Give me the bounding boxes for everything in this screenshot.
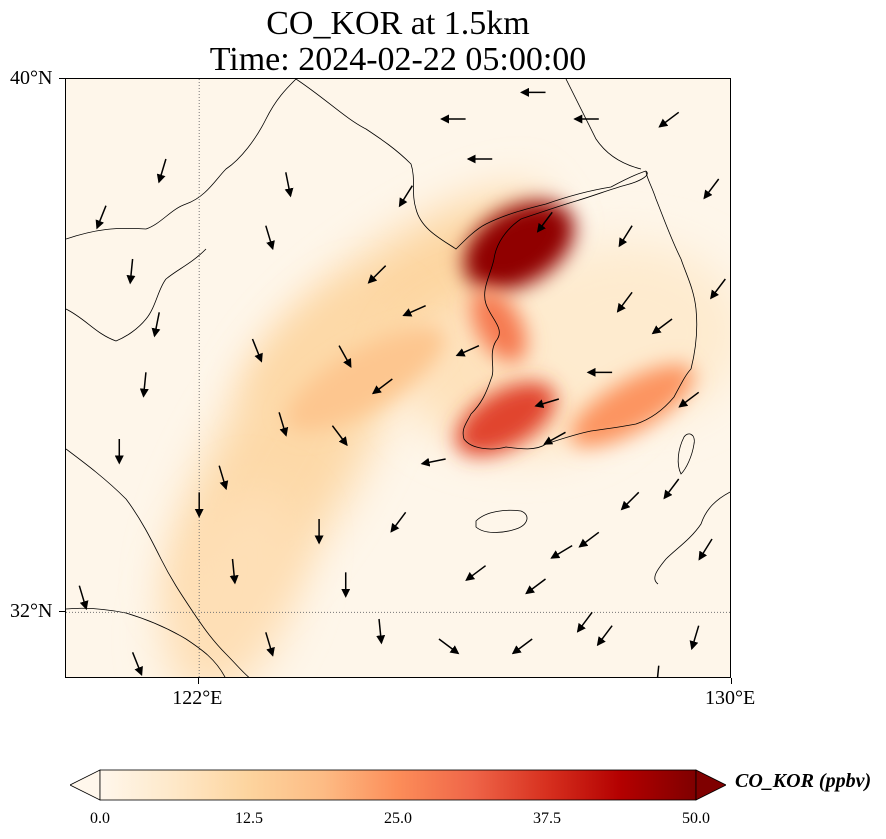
wind-arrow <box>367 265 387 284</box>
lat-tick <box>59 611 65 613</box>
wind-arrow <box>543 431 566 445</box>
wind-arrow <box>265 225 275 251</box>
colorbar-extend-high <box>695 769 727 801</box>
wind-arrow <box>536 211 553 233</box>
wind-arrow <box>284 172 294 198</box>
wind-arrow <box>218 465 229 491</box>
wind-arrow <box>703 178 720 200</box>
wind-arrow <box>139 372 149 398</box>
colorbar-extend-low <box>69 769 101 801</box>
wind-arrow <box>438 638 460 655</box>
wind-arrow <box>338 345 352 368</box>
wind-arrow <box>251 338 263 363</box>
lat-label: 32°N <box>10 600 53 623</box>
coastlines <box>66 79 730 677</box>
wind-arrow <box>331 425 348 447</box>
co-hotspot <box>570 364 694 447</box>
wind-arrow <box>126 258 136 285</box>
wind-arrow <box>156 158 167 184</box>
wind-arrow <box>95 205 107 230</box>
wind-arrow <box>376 618 386 645</box>
wind-arrow <box>511 638 533 655</box>
wind-arrow <box>78 585 89 611</box>
lat-label: 40°N <box>10 67 53 89</box>
wind-arrow <box>656 665 660 677</box>
wind-arrow <box>578 531 600 548</box>
map-subtitle-time: Time: 2024-02-22 05:00:00 <box>209 41 587 78</box>
colorbar-tick-label: 50.0 <box>682 810 710 827</box>
wind-arrow <box>229 558 239 585</box>
wind-arrow <box>678 391 700 408</box>
colorbar-tick-label: 12.5 <box>235 810 263 827</box>
wind-arrow <box>465 565 487 581</box>
wind-arrow <box>371 378 393 395</box>
wind-arrow <box>534 398 560 409</box>
wind-arrow <box>525 578 546 595</box>
wind-arrow <box>265 632 275 657</box>
wind-arrow <box>710 278 726 300</box>
co-hotspot <box>455 382 556 456</box>
colorbar-svg <box>69 769 727 801</box>
colorbar-tick-label: 0.0 <box>90 810 110 827</box>
wind-arrow <box>402 304 426 317</box>
wind-arrow <box>278 412 289 437</box>
map-panel[interactable] <box>65 78 731 678</box>
co-hotspot <box>471 289 527 363</box>
co-concentration-field <box>164 191 730 677</box>
colorbar-label: CO_KOR (ppbv) <box>735 770 872 792</box>
colorbar <box>69 768 727 806</box>
lat-tick <box>59 78 65 79</box>
lon-tick <box>198 678 200 684</box>
lon-label: 130°E <box>705 687 756 709</box>
wind-arrow <box>455 344 480 357</box>
wind-arrow <box>689 625 700 651</box>
colorbar-tick-label: 37.5 <box>533 810 561 827</box>
wind-arrow <box>663 478 680 500</box>
wind-arrow <box>151 312 161 338</box>
graticule <box>66 79 730 677</box>
wind-arrow <box>390 511 407 533</box>
plume-region <box>164 486 301 677</box>
wind-arrow <box>658 111 680 128</box>
wind-arrow <box>576 611 593 633</box>
co-hotspot <box>286 327 446 431</box>
wind-arrow <box>651 318 673 335</box>
wind-arrow <box>596 625 613 647</box>
wind-arrow <box>616 291 633 313</box>
map-title: CO_KOR at 1.5km <box>266 5 530 42</box>
wind-arrow <box>698 538 713 561</box>
wind-arrow <box>618 225 633 248</box>
wind-arrow <box>398 185 413 208</box>
wind-arrow <box>131 652 143 677</box>
wind-arrow <box>420 457 446 467</box>
wind-arrow <box>550 545 573 559</box>
map-canvas[interactable] <box>66 79 731 678</box>
colorbar-gradient <box>99 769 697 801</box>
lon-tick <box>731 678 732 684</box>
colorbar-tick-label: 25.0 <box>384 810 412 827</box>
wind-vectors <box>78 87 726 677</box>
wind-arrow <box>620 491 640 511</box>
lon-label: 122°E <box>172 687 223 709</box>
